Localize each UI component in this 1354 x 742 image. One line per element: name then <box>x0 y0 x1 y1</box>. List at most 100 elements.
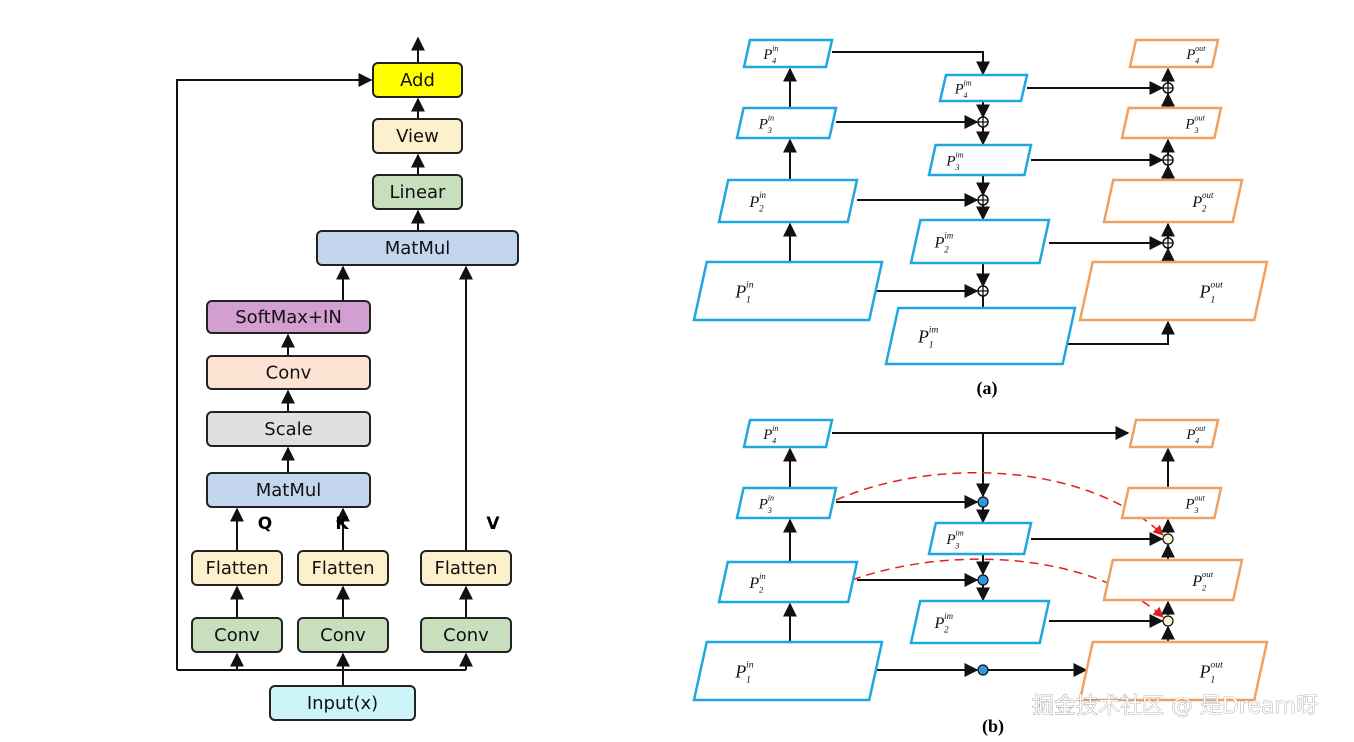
superscript: im <box>944 230 953 240</box>
feature-map <box>1078 640 1269 702</box>
block-label: Flatten <box>435 558 498 579</box>
symbol: P <box>1184 497 1194 513</box>
block-label: Add <box>400 70 435 91</box>
symbol: P <box>1185 427 1195 443</box>
feature-map <box>717 560 859 604</box>
feature-map <box>692 640 884 702</box>
feature-map <box>735 106 838 140</box>
sum-node-cross <box>1163 238 1173 248</box>
subscript: 1 <box>746 675 751 686</box>
symbol: P <box>1184 117 1194 133</box>
fusion-node <box>1162 533 1174 545</box>
branch-label: K <box>335 514 349 534</box>
feature-map <box>1128 418 1220 449</box>
block <box>191 550 283 586</box>
superscript: out <box>1194 113 1205 122</box>
feature-map <box>1102 178 1244 224</box>
sum-node-cross <box>978 195 988 205</box>
block <box>316 230 519 266</box>
subscript: 1 <box>929 340 934 351</box>
feature-map <box>909 599 1051 645</box>
feature-map <box>1128 38 1220 69</box>
feature-map <box>1120 106 1223 140</box>
superscript: out <box>1210 660 1223 671</box>
watermark: 掘金技术社区 @ 是Dream呀 <box>1032 694 1318 719</box>
caption: (b) <box>982 716 1004 737</box>
connector <box>832 51 990 76</box>
block-label: Flatten <box>206 558 269 579</box>
superscript: in <box>768 493 774 502</box>
symbol: P <box>748 575 759 592</box>
feature-map <box>938 73 1029 103</box>
branch-label: V <box>486 514 500 534</box>
subscript: 3 <box>954 542 959 551</box>
superscript: out <box>1194 493 1205 502</box>
feature-map <box>742 38 834 69</box>
block <box>372 118 463 154</box>
feature-map <box>692 260 884 322</box>
superscript: in <box>772 44 778 53</box>
subscript: 1 <box>746 295 751 306</box>
block <box>372 174 463 210</box>
subscript: 4 <box>772 436 776 445</box>
fusion-node <box>977 664 989 676</box>
block <box>191 617 283 653</box>
symbol: P <box>1191 193 1202 211</box>
feature-map <box>1102 558 1244 602</box>
symbol: P <box>1185 47 1195 63</box>
subscript: 2 <box>759 204 764 214</box>
block-label: Input(x) <box>307 693 378 714</box>
feature-map <box>927 143 1033 177</box>
feature-map <box>909 218 1051 265</box>
fusion-node <box>1162 615 1174 627</box>
block <box>420 617 512 653</box>
branch-label: Q <box>258 514 272 534</box>
feature-map <box>1120 486 1223 520</box>
symbol: P <box>762 427 772 443</box>
feature-map <box>717 178 859 224</box>
block <box>420 550 512 586</box>
subscript: 2 <box>944 625 949 635</box>
superscript: im <box>944 611 953 621</box>
superscript: in <box>768 113 774 122</box>
superscript: out <box>1195 424 1206 433</box>
block-label: Scale <box>264 419 312 440</box>
connector <box>1065 320 1175 345</box>
symbol: P <box>734 661 746 681</box>
subscript: 4 <box>772 56 776 65</box>
subscript: 2 <box>944 244 949 254</box>
subscript: 4 <box>1195 436 1199 445</box>
symbol: P <box>748 193 759 211</box>
block-label: Conv <box>443 625 489 646</box>
connector <box>176 73 373 670</box>
symbol: P <box>1191 573 1202 590</box>
feature-map <box>1078 260 1269 322</box>
subscript: 2 <box>759 585 764 595</box>
caption: (a) <box>977 378 998 399</box>
subscript: 2 <box>1202 583 1207 593</box>
feature-map <box>735 486 838 520</box>
block <box>297 550 389 586</box>
block-label: Conv <box>266 363 312 384</box>
block-label: Flatten <box>312 558 375 579</box>
symbol: P <box>762 47 772 63</box>
subscript: 3 <box>767 506 772 515</box>
feature-map <box>742 418 834 449</box>
block-label: Conv <box>214 625 260 646</box>
symbol: P <box>945 532 955 548</box>
superscript: in <box>759 190 766 200</box>
block-label: MatMul <box>385 238 451 259</box>
subscript: 4 <box>964 91 968 100</box>
feature-map <box>927 521 1033 556</box>
subscript: 3 <box>1193 506 1198 515</box>
superscript: in <box>746 280 754 291</box>
block <box>206 355 371 390</box>
block <box>206 300 371 334</box>
symbol: P <box>954 81 964 97</box>
symbol: P <box>917 326 929 346</box>
subscript: 4 <box>1195 56 1199 65</box>
symbol: P <box>945 154 955 170</box>
block <box>206 472 371 508</box>
